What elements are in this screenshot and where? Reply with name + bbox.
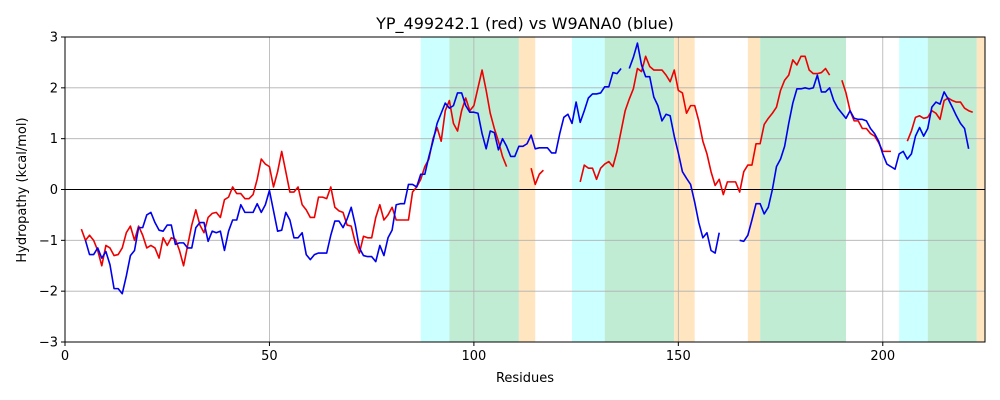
blue-series-segment-0 (84, 68, 622, 295)
red-series-segment-3 (841, 79, 891, 153)
axes: 0 50 100 150 200 −3 −2 −1 0 1 2 3 (39, 31, 986, 364)
blue-series-segment-2 (739, 74, 970, 243)
x-tick-label: 100 (461, 349, 486, 364)
x-tick-label: 150 (666, 349, 691, 364)
x-tick-label: 50 (261, 349, 278, 364)
x-tick-label: 0 (61, 349, 69, 364)
chart-title: YP_499242.1 (red) vs W9ANA0 (blue) (375, 14, 674, 34)
y-tick-label: 0 (50, 183, 58, 198)
red-series-segment-4 (906, 97, 974, 142)
blue-series-segment-1 (628, 42, 721, 254)
x-axis-label: Residues (496, 371, 554, 386)
y-tick-label: 2 (50, 81, 58, 96)
y-tick-label: −3 (39, 336, 58, 351)
y-tick-label: 3 (50, 31, 58, 46)
y-tick-label: 1 (50, 132, 58, 147)
y-tick-label: −1 (39, 234, 58, 249)
y-tick-label: −2 (39, 285, 58, 300)
y-axis-label: Hydropathy (kcal/mol) (15, 117, 30, 262)
series-lines (80, 42, 974, 295)
x-tick-label: 200 (870, 349, 895, 364)
red-series-segment-1 (530, 167, 544, 186)
red-series-segment-2 (579, 55, 831, 196)
